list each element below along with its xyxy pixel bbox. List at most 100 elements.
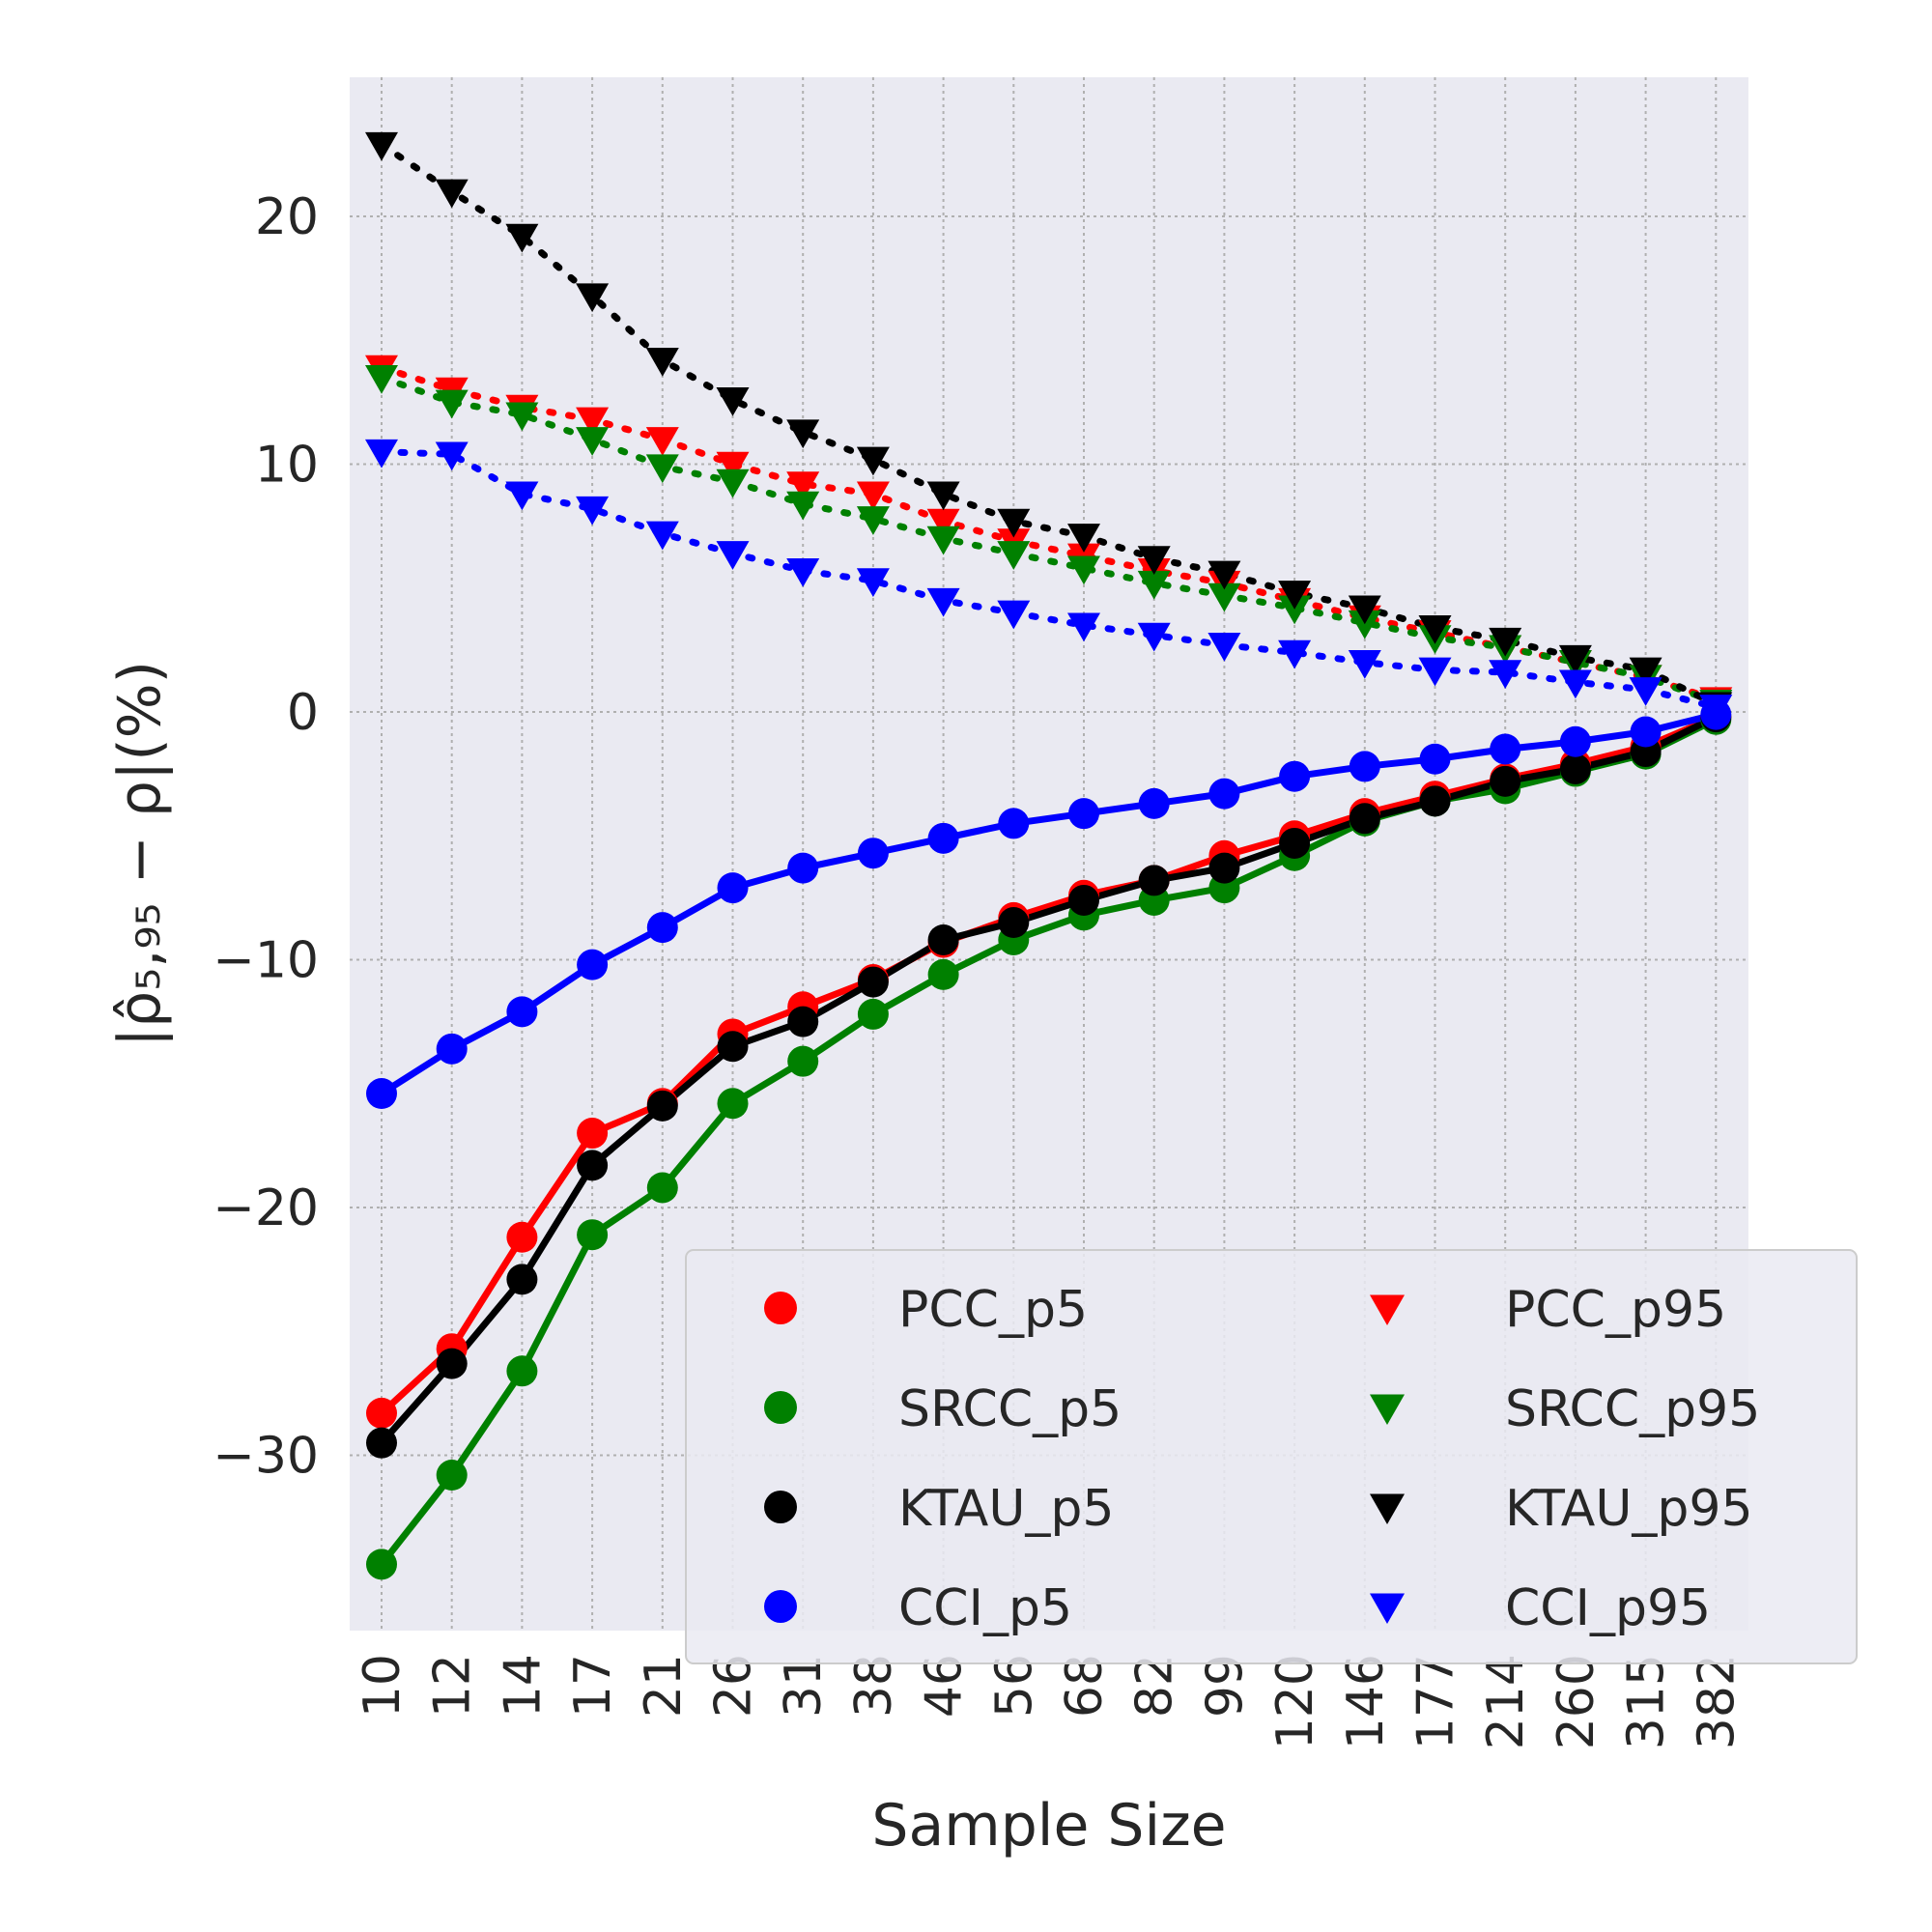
series-line-srcc-p95 (378, 374, 1719, 706)
marker-srcc-p95 (786, 491, 820, 521)
marker-cci-p5 (787, 852, 819, 884)
x-tick-labels: 10 12 14 17 21 26 31 38 46 56 68 82 99 120 146 177 214 26… (354, 1654, 1746, 1749)
marker-srcc-p5 (927, 958, 959, 990)
marker-srcc-p95 (1137, 570, 1171, 600)
x-tick-label: 382 (1688, 1654, 1746, 1749)
marker-cci-p5 (646, 912, 678, 944)
marker-srcc-p95 (856, 506, 890, 535)
marker-cci-p95 (1699, 695, 1733, 724)
marker-cci-p5 (857, 838, 889, 869)
marker-srcc-p5 (787, 1045, 819, 1077)
legend-label-srcc-p5: SRCC_p5 (898, 1380, 1122, 1438)
x-tick-label: 260 (1548, 1654, 1605, 1749)
marker-ktau-p95 (1489, 627, 1522, 657)
legend-marker-srcc-p5 (764, 1391, 797, 1424)
marker-cci-p95 (1067, 612, 1100, 642)
marker-pcc-p95 (856, 481, 890, 511)
marker-cci-p5 (1208, 778, 1240, 810)
marker-srcc-p95 (1067, 555, 1100, 585)
x-tick-label: 120 (1266, 1654, 1324, 1749)
marker-ktau-p95 (1208, 560, 1241, 590)
marker-srcc-p5 (366, 1548, 397, 1580)
legend-marker-ktau-p5 (764, 1491, 797, 1523)
legend-label-srcc-p95: SRCC_p95 (1505, 1380, 1760, 1438)
legend-marker-ktau-p95 (1370, 1493, 1405, 1524)
marker-ktau-p95 (997, 508, 1031, 538)
marker-cci-p95 (926, 587, 960, 617)
y-axis-title: |ρ̂₅,₉₅ − ρ|(%) (106, 661, 174, 1047)
marker-ktau-p95 (856, 446, 890, 476)
marker-ktau-p5 (1349, 803, 1380, 835)
marker-ktau-p95 (645, 348, 679, 377)
marker-pcc-p95 (716, 451, 750, 481)
marker-cci-p5 (1559, 725, 1591, 757)
marker-cci-p5 (927, 822, 959, 854)
x-tick-label: 26 (705, 1654, 763, 1718)
marker-cci-p5 (506, 996, 538, 1028)
x-tick-label: 12 (424, 1654, 482, 1718)
legend-marker-srcc-p95 (1370, 1394, 1405, 1425)
marker-cci-p5 (1068, 798, 1099, 830)
y-tick-label: −10 (213, 932, 319, 990)
marker-srcc-p95 (576, 427, 610, 456)
marker-cci-p95 (1208, 632, 1241, 662)
marker-ktau-p5 (1208, 852, 1240, 884)
marker-srcc-p95 (716, 469, 750, 498)
marker-ktau-p5 (577, 1150, 609, 1181)
legend-marker-cci-p95 (1370, 1593, 1405, 1624)
marker-ktau-p95 (786, 419, 820, 449)
y-tick-label: −30 (213, 1428, 319, 1486)
marker-pcc-p5 (366, 1397, 397, 1429)
marker-pcc-p5 (506, 1221, 538, 1253)
marker-ktau-p95 (1418, 615, 1452, 644)
marker-cci-p95 (856, 568, 890, 598)
marker-cci-p5 (1138, 787, 1170, 819)
legend-label-cci-p95: CCI_p95 (1505, 1579, 1711, 1637)
y-tick-labels: 20 10 0 −10 −20 −30 (213, 188, 319, 1486)
marker-srcc-p95 (435, 389, 469, 419)
marker-cci-p95 (1558, 669, 1592, 699)
legend-marker-cci-p5 (764, 1590, 797, 1623)
marker-srcc-p5 (436, 1460, 468, 1492)
x-tick-label: 56 (985, 1654, 1043, 1718)
marker-cci-p5 (1349, 751, 1380, 782)
marker-pcc-p95 (576, 407, 610, 437)
marker-cci-p5 (1630, 716, 1662, 748)
marker-cci-p5 (436, 1033, 468, 1065)
marker-cci-p5 (998, 808, 1030, 839)
marker-ktau-p95 (1067, 524, 1100, 553)
x-tick-label: 68 (1056, 1654, 1114, 1718)
series-line-pcc-p95 (378, 363, 1719, 703)
marker-srcc-p95 (645, 454, 679, 484)
marker-cci-p95 (1489, 660, 1522, 689)
legend-label-cci-p5: CCI_p5 (898, 1579, 1072, 1637)
y-tick-label: 10 (255, 437, 319, 495)
marker-ktau-p5 (1490, 765, 1521, 797)
marker-ktau-p5 (366, 1427, 397, 1459)
x-tick-label: 146 (1337, 1654, 1395, 1749)
marker-cci-p95 (435, 441, 469, 471)
marker-ktau-p5 (927, 923, 959, 955)
marker-ktau-p5 (646, 1090, 678, 1122)
marker-cci-p5 (717, 872, 749, 904)
marker-ktau-p95 (365, 131, 398, 161)
x-tick-label: 38 (845, 1654, 903, 1718)
marker-ktau-p95 (576, 283, 610, 313)
marker-ktau-p95 (716, 387, 750, 416)
legend-marker-pcc-p95 (1370, 1294, 1405, 1325)
marker-cci-p5 (366, 1078, 397, 1110)
marker-srcc-p95 (505, 402, 539, 432)
marker-ktau-p5 (506, 1264, 538, 1295)
marker-ktau-p5 (717, 1031, 749, 1063)
marker-ktau-p5 (1068, 884, 1099, 916)
marker-cci-p95 (786, 558, 820, 587)
marker-ktau-p95 (1348, 595, 1381, 625)
marker-ktau-p95 (1278, 581, 1312, 610)
legend-label-pcc-p5: PCC_p5 (898, 1281, 1088, 1339)
marker-pcc-p95 (786, 471, 820, 501)
marker-srcc-p95 (926, 526, 960, 555)
x-axis-title: Sample Size (871, 1792, 1226, 1860)
marker-ktau-p95 (1558, 644, 1592, 674)
marker-cci-p95 (716, 541, 750, 570)
